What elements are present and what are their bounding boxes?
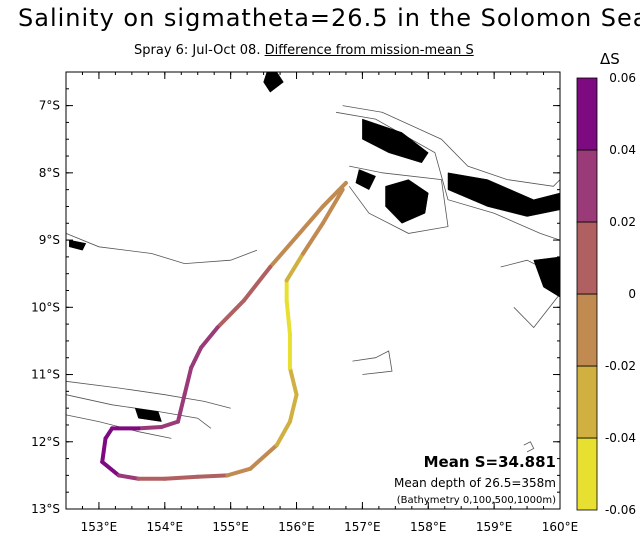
colorbar-swatch-5 (576, 77, 598, 151)
bathymetry-contour-2 (348, 165, 449, 234)
x-tick-label-5: 158°E (410, 520, 447, 534)
chart-title: Salinity on sigmatheta=26.5 in the Solom… (18, 4, 640, 32)
track-segment-4 (215, 298, 246, 330)
x-tick-label-3: 156°E (278, 520, 315, 534)
bathymetry-contour-3 (65, 233, 258, 265)
colorbar-label-1: -0.04 (605, 431, 636, 445)
track-segment-15 (116, 473, 141, 481)
track-segment-14 (100, 459, 121, 478)
track-segment-18 (195, 473, 230, 479)
bathymetry-contour-7 (352, 350, 393, 375)
bathymetry-contour-1 (336, 111, 561, 241)
map-layer (65, 71, 561, 453)
y-tick-label-4: 11°S (31, 368, 60, 382)
colorbar-label-2: -0.02 (605, 359, 636, 373)
colorbar-label-4: 0.02 (609, 215, 636, 229)
bathymetry-contour-0 (342, 105, 561, 187)
y-tick-label-5: 12°S (31, 435, 60, 449)
y-tick-label-6: 13°S (31, 502, 60, 516)
land-0 (362, 118, 429, 164)
track-segment-0 (320, 180, 348, 209)
mean-salinity-annotation: Mean S=34.881 (424, 453, 556, 471)
land-1 (447, 172, 561, 217)
bathymetry-annotation: (Bathymetry 0,100,500,1000m) (397, 495, 556, 506)
track-segment-22 (287, 392, 299, 424)
chart-subtitle: Spray 6: Jul-Oct 08. Difference from mis… (134, 43, 474, 58)
x-tick-label-6: 159°E (476, 520, 513, 534)
colorbar-swatch-4 (576, 149, 598, 223)
x-tick-label-0: 153°E (81, 520, 118, 534)
mean-depth-annotation: Mean depth of 26.5=358m (394, 476, 556, 490)
bathymetry-contour-9 (523, 441, 535, 453)
track-segment-10 (136, 424, 164, 431)
track-segment-20 (248, 443, 279, 471)
land-5 (134, 407, 162, 422)
x-tick-label-2: 155°E (212, 520, 249, 534)
land-2 (385, 179, 429, 224)
bathymetry-contour-4 (65, 380, 231, 409)
track-layer (100, 180, 348, 481)
land-7 (69, 239, 87, 251)
land-3 (355, 169, 376, 191)
track-segment-9 (159, 419, 180, 429)
colorbar-label-0: -0.06 (605, 503, 636, 517)
x-tick-label-7: 160°E (542, 520, 579, 534)
track-segment-27 (284, 251, 306, 283)
track-segment-13 (100, 436, 108, 464)
track-segment-1 (294, 204, 325, 239)
track-segment-3 (241, 264, 273, 303)
track-segment-7 (182, 365, 194, 397)
x-tick-label-4: 157°E (344, 520, 381, 534)
track-segment-2 (268, 234, 299, 269)
axis-layer: 153°E 154°E 155°E 156°E 157°E 158°E 159°E 160°E… (31, 72, 578, 534)
colorbar-swatch-0 (576, 437, 598, 511)
colorbar-swatch-2 (576, 293, 598, 367)
land-4 (533, 256, 561, 298)
y-tick-label-1: 8°S (39, 166, 60, 180)
subtitle-difference-link: Difference from mission-mean S (264, 43, 474, 58)
track-segment-25 (284, 298, 292, 337)
track-segment-8 (175, 392, 187, 424)
track-segment-6 (189, 345, 204, 370)
y-tick-label-3: 10°S (31, 300, 60, 314)
land-6 (263, 71, 284, 93)
track-segment-17 (162, 474, 200, 481)
track-segment-23 (287, 365, 299, 397)
track-segment-21 (274, 419, 292, 448)
colorbar-title: ΔS (600, 50, 620, 68)
plot-frame (65, 71, 561, 510)
track-segment-28 (301, 221, 325, 256)
subtitle-prefix: Spray 6: Jul-Oct 08. (134, 43, 261, 58)
colorbar-label-3: 0 (628, 287, 636, 301)
track-segment-12 (103, 426, 115, 441)
y-tick-label-0: 7°S (39, 99, 60, 113)
track-segment-19 (225, 466, 253, 478)
track-segment-29 (320, 187, 345, 226)
colorbar: -0.06 -0.04 -0.02 0 0.02 0.04 0.06 (576, 71, 636, 517)
track-segment-5 (199, 325, 220, 350)
colorbar-label-6: 0.06 (609, 71, 636, 85)
colorbar-swatch-3 (576, 221, 598, 295)
x-tick-label-1: 154°E (147, 520, 184, 534)
y-tick-label-2: 9°S (39, 233, 60, 247)
colorbar-swatch-1 (576, 365, 598, 439)
colorbar-label-5: 0.04 (609, 143, 636, 157)
